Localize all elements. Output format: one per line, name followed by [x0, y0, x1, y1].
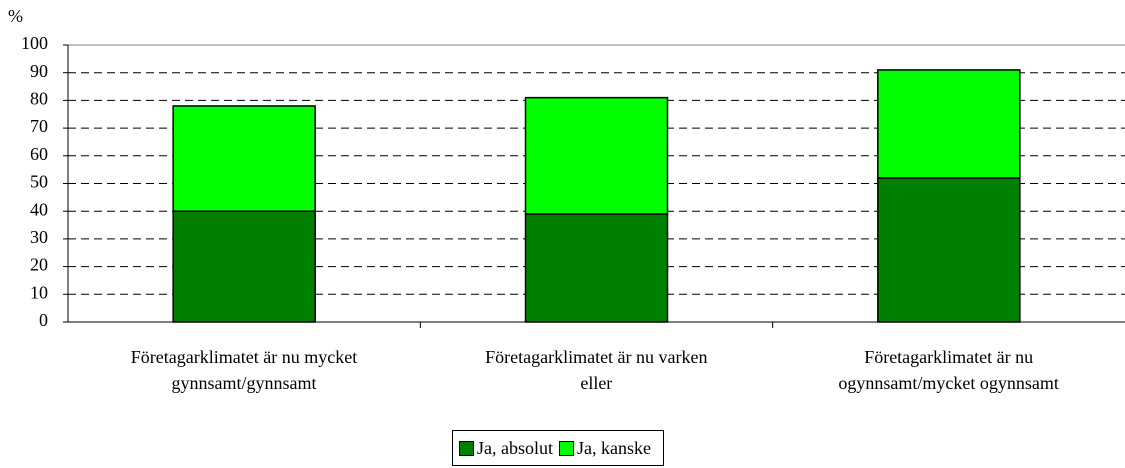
bar-segment [524, 213, 669, 323]
x-tick-label: Företagarklimatet är nu varken eller [485, 347, 708, 393]
y-tick-label: 30 [30, 227, 48, 247]
y-tick-label: 40 [30, 199, 48, 219]
legend-swatch [459, 440, 474, 456]
bar-segment [172, 210, 316, 323]
y-tick-label: 50 [30, 172, 48, 192]
y-tick-label: 70 [30, 116, 48, 136]
legend-item: Ja, kanske [559, 438, 651, 459]
legend-item: Ja, absolut [459, 438, 553, 459]
y-tick-label: 10 [30, 282, 48, 302]
bar-segment [877, 69, 1021, 179]
legend-label: Ja, absolut [477, 437, 553, 458]
x-tick-label: Företagarklimatet är nu ogynnsamt/mycket… [838, 347, 1059, 393]
y-tick-label: 0 [39, 310, 48, 330]
legend: Ja, absolut Ja, kanske [452, 430, 664, 466]
bar-segment [877, 177, 1021, 323]
y-tick-label: 80 [30, 89, 48, 109]
y-tick-label: 90 [30, 61, 48, 81]
bar-segment [172, 105, 316, 212]
legend-swatch [559, 440, 574, 456]
y-tick-label: 20 [30, 255, 48, 275]
legend-label: Ja, kanske [577, 437, 651, 458]
x-tick-label: Företagarklimatet är nu mycket gynnsamt/… [130, 347, 358, 393]
y-axis-label: % [8, 6, 23, 26]
bar-segment [524, 96, 669, 215]
y-tick-label: 100 [21, 33, 48, 53]
y-tick-label: 60 [30, 144, 48, 164]
